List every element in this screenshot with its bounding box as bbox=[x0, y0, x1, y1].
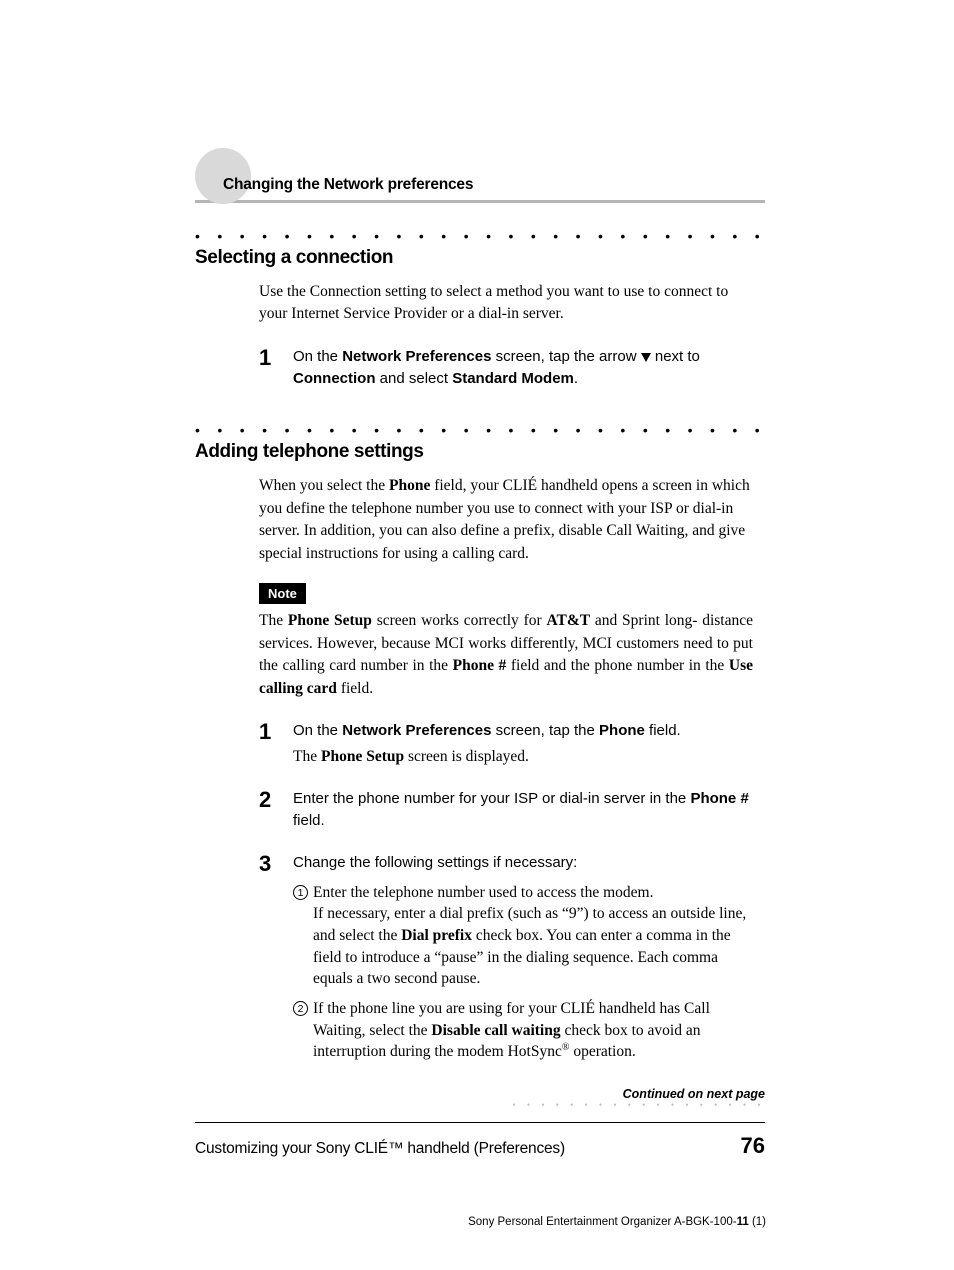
t: screen, tap the bbox=[491, 722, 599, 739]
dotted-divider: • • • • • • • • • • • • • • • • • • • • … bbox=[195, 231, 765, 243]
t: Dial prefix bbox=[401, 927, 472, 944]
header-block: Changing the Network preferences bbox=[195, 130, 765, 203]
section-title-selecting: Selecting a connection bbox=[195, 247, 765, 269]
step-1-s2: 1 On the Network Preferences screen, tap… bbox=[259, 720, 753, 768]
t: Disable call waiting bbox=[431, 1022, 560, 1039]
footer-left: Customizing your Sony CLIÉ™ handheld (Pr… bbox=[195, 1140, 565, 1158]
t: On the bbox=[293, 722, 342, 739]
step-sub: The Phone Setup screen is displayed. bbox=[293, 746, 753, 768]
step-3-s2: 3 Change the following settings if neces… bbox=[259, 852, 753, 1063]
step-number: 2 bbox=[259, 788, 293, 832]
t: Phone Setup bbox=[321, 748, 404, 765]
t: screen is displayed. bbox=[404, 748, 529, 765]
step-1-s1: 1 On the Network Preferences screen, tap… bbox=[259, 346, 753, 390]
continued-label: Continued on next page bbox=[195, 1087, 765, 1101]
step-number: 1 bbox=[259, 346, 293, 390]
triangle-down-icon bbox=[641, 353, 651, 362]
page-content: Changing the Network preferences • • • •… bbox=[195, 130, 765, 1159]
t: Enter the phone number for your ISP or d… bbox=[293, 790, 690, 807]
t: Phone # bbox=[453, 657, 507, 674]
t: 11 bbox=[737, 1216, 749, 1228]
step-text: Change the following settings if necessa… bbox=[293, 852, 753, 1063]
t: Sony Personal Entertainment Organizer A-… bbox=[468, 1216, 736, 1228]
header-rule bbox=[195, 200, 765, 203]
section2-body: When you select the Phone field, your CL… bbox=[259, 475, 753, 1063]
section-title-adding: Adding telephone settings bbox=[195, 441, 765, 463]
footer: Customizing your Sony CLIÉ™ handheld (Pr… bbox=[195, 1133, 765, 1159]
circled-1: 1 bbox=[293, 882, 313, 990]
t: Network Preferences bbox=[342, 722, 491, 739]
section2-intro: When you select the Phone field, your CL… bbox=[259, 475, 753, 565]
section1-body: Use the Connection setting to select a m… bbox=[259, 281, 753, 389]
step-number: 1 bbox=[259, 720, 293, 768]
header-title: Changing the Network preferences bbox=[195, 130, 765, 194]
t: On the bbox=[293, 348, 342, 365]
t: Standard Modem bbox=[452, 370, 574, 387]
substep-text: If the phone line you are using for your… bbox=[313, 998, 753, 1063]
t: operation. bbox=[569, 1044, 635, 1061]
circled-2: 2 bbox=[293, 998, 313, 1063]
t: and select bbox=[376, 370, 453, 387]
t: screen, tap the arrow bbox=[491, 348, 640, 365]
t: field. bbox=[337, 680, 373, 697]
substep-2: 2 If the phone line you are using for yo… bbox=[293, 998, 753, 1063]
t: (1) bbox=[749, 1216, 766, 1228]
bottom-meta: Sony Personal Entertainment Organizer A-… bbox=[468, 1216, 766, 1228]
circled-number-icon: 2 bbox=[293, 1001, 308, 1016]
t: Phone bbox=[599, 722, 645, 739]
page-number: 76 bbox=[741, 1133, 765, 1159]
t: field. bbox=[293, 812, 325, 829]
t: screen works correctly for bbox=[372, 612, 547, 629]
dotted-divider: • • • • • • • • • • • • • • • • • • • • … bbox=[195, 425, 765, 437]
t: field. bbox=[645, 722, 681, 739]
note-badge: Note bbox=[259, 583, 306, 604]
substep-text: Enter the telephone number used to acces… bbox=[313, 882, 753, 990]
t: The bbox=[259, 612, 288, 629]
t: The bbox=[293, 748, 321, 765]
note-text: The Phone Setup screen works correctly f… bbox=[259, 610, 753, 700]
t: Phone # bbox=[690, 790, 748, 807]
t: Change the following settings if necessa… bbox=[293, 854, 577, 871]
t: . bbox=[574, 370, 578, 387]
step-number: 3 bbox=[259, 852, 293, 1063]
t: field and the phone number in the bbox=[506, 657, 729, 674]
step-2-s2: 2 Enter the phone number for your ISP or… bbox=[259, 788, 753, 832]
step-text: Enter the phone number for your ISP or d… bbox=[293, 788, 753, 832]
section1-intro: Use the Connection setting to select a m… bbox=[259, 281, 753, 326]
substep-1: 1 Enter the telephone number used to acc… bbox=[293, 882, 753, 990]
t: AT&T bbox=[546, 612, 590, 629]
step-text: On the Network Preferences screen, tap t… bbox=[293, 720, 753, 768]
t: Phone Setup bbox=[288, 612, 372, 629]
t: Phone bbox=[389, 477, 430, 494]
small-dots: • • • • • • • • • • • • • • • • • • bbox=[195, 1102, 765, 1108]
t: Connection bbox=[293, 370, 376, 387]
circled-number-icon: 1 bbox=[293, 885, 308, 900]
footer-rule bbox=[195, 1122, 765, 1123]
step-text: On the Network Preferences screen, tap t… bbox=[293, 346, 753, 390]
t: Enter the telephone number used to acces… bbox=[313, 884, 653, 901]
t: When you select the bbox=[259, 477, 389, 494]
t: Network Preferences bbox=[342, 348, 491, 365]
t: next to bbox=[651, 348, 700, 365]
